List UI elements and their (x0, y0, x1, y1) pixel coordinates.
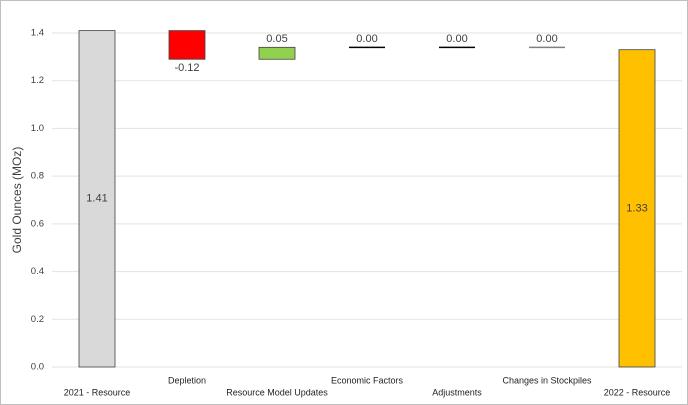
y-tick-label: 1.4 (31, 28, 44, 39)
value-label: -0.12 (174, 62, 199, 74)
bar (168, 30, 206, 60)
y-tick-label: 0.8 (31, 171, 44, 182)
y-tick-label: 0.6 (31, 218, 44, 229)
y-tick-label: 1.2 (31, 75, 44, 86)
y-tick-label: 0.2 (31, 314, 44, 325)
x-tick-label: Economic Factors (331, 375, 404, 385)
value-label: 1.33 (626, 202, 647, 214)
value-label: 0.05 (266, 33, 287, 45)
x-tick-label: Adjustments (432, 387, 482, 397)
bar (78, 30, 116, 368)
x-tick-label: 2021 - Resource (64, 387, 131, 397)
x-tick-label: Resource Model Updates (226, 387, 328, 397)
x-tick-label: 2022 - Resource (604, 387, 671, 397)
x-tick-label: Depletion (168, 375, 206, 385)
bar (258, 46, 296, 60)
value-label: 0.00 (356, 33, 377, 45)
y-axis-title: Gold Ounces (MOz) (10, 147, 24, 254)
value-label: 1.41 (86, 193, 107, 205)
value-label: 0.00 (536, 33, 557, 45)
value-label: 0.00 (446, 33, 467, 45)
x-tick-label: Changes in Stockpiles (502, 375, 592, 385)
y-tick-label: 0.4 (31, 266, 44, 277)
y-tick-label: 1.0 (31, 123, 44, 134)
bar (618, 49, 656, 368)
y-tick-label: 0.0 (31, 362, 44, 373)
